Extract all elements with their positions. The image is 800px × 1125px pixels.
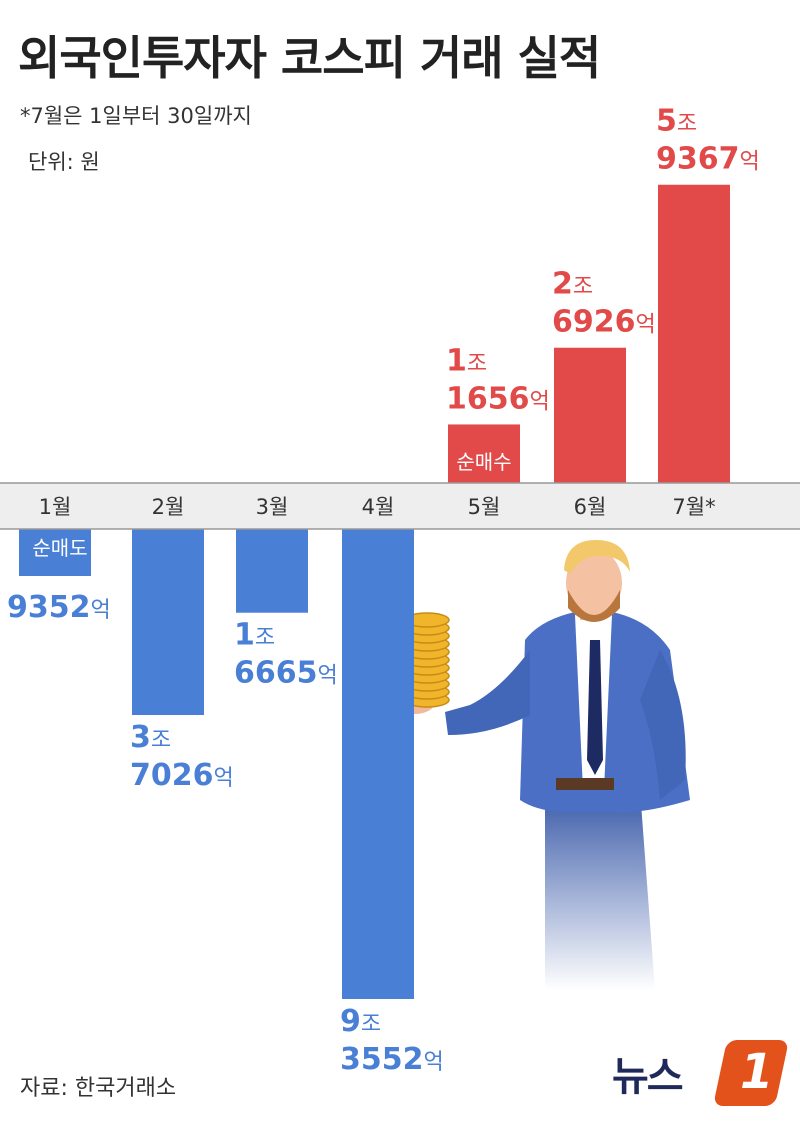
source-label: 자료: 한국거래소 — [20, 1076, 177, 1101]
logo-mark: 1 — [740, 1044, 774, 1100]
bar-1 — [19, 529, 91, 576]
value-label-5-1: 1조 — [446, 343, 487, 378]
news1-logo: 뉴스 1 — [612, 1040, 792, 1110]
bar-4 — [342, 529, 414, 999]
value-label-4-1: 9조 — [340, 1004, 381, 1039]
axis-band — [0, 483, 800, 529]
value-label-4-2: 3552억 — [340, 1042, 444, 1077]
bar-2 — [132, 529, 204, 716]
sell-tag: 순매도 — [32, 536, 87, 560]
bar-7 — [658, 184, 730, 483]
tick-label-4: 4월 — [362, 495, 395, 519]
value-label-2-1: 3조 — [130, 720, 171, 755]
logo-text: 뉴스 — [612, 1054, 684, 1100]
buy-tag: 순매수 — [456, 450, 511, 474]
value-label-7-1: 5조 — [656, 104, 697, 139]
chart-title: 외국인투자자 코스피 거래 실적 — [18, 31, 601, 85]
value-label-3-1: 1조 — [234, 618, 275, 653]
value-label-1-1: 9352억 — [7, 590, 111, 625]
value-label-2-2: 7026억 — [130, 758, 234, 793]
tick-label-3: 3월 — [256, 495, 289, 519]
tick-label-2: 2월 — [152, 495, 185, 519]
tick-label-7: 7월* — [672, 495, 715, 519]
tick-label-5: 5월 — [468, 495, 501, 519]
tick-label-1: 1월 — [39, 495, 72, 519]
tick-label-6: 6월 — [574, 495, 607, 519]
value-label-6-1: 2조 — [552, 267, 593, 302]
bar-5 — [448, 424, 520, 483]
value-label-3-2: 6665억 — [234, 656, 338, 691]
value-label-5-2: 1656억 — [446, 381, 550, 416]
unit-label: 단위: 원 — [28, 150, 100, 174]
period-note: *7월은 1일부터 30일까지 — [20, 104, 252, 128]
value-label-7-2: 9367억 — [656, 142, 760, 177]
value-label-6-2: 6926억 — [552, 305, 656, 340]
bar-6 — [554, 347, 626, 483]
bar-3 — [236, 529, 308, 613]
businessman-illustration — [395, 540, 690, 990]
